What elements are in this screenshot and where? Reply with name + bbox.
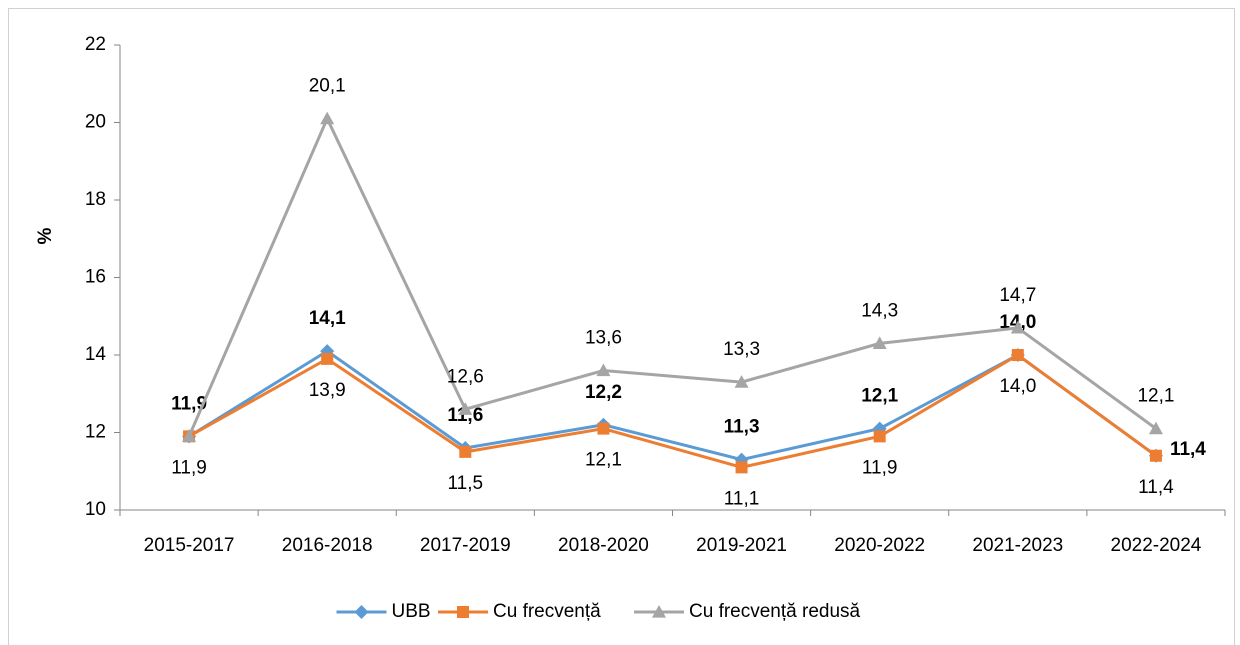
data-label: 12,1 [1137,386,1174,407]
series-line [188,353,1157,469]
data-label: 11,6 [447,405,483,426]
data-label: 12,1 [861,386,898,407]
x-tick-label: 2019-2021 [696,535,787,556]
x-tick-label: 2020-2022 [834,535,925,556]
data-label: 11,5 [448,473,484,494]
data-label: 11,9 [171,457,207,478]
data-label: 11,1 [724,488,760,509]
x-tick-label: 2022-2024 [1111,535,1202,556]
x-tick-label: 2017-2019 [420,535,511,556]
x-tick-label: 2016-2018 [282,535,373,556]
series-line [188,349,1157,462]
y-tick-label: 10 [85,499,106,520]
point [321,352,334,365]
y-tick-label: 20 [85,112,106,133]
point [873,430,886,443]
data-label: 12,2 [585,382,622,403]
data-label: 11,4 [1170,439,1206,460]
y-tick-label: 14 [85,344,107,365]
point [182,429,197,442]
point [459,445,472,458]
x-tick-label: 2021-2023 [972,535,1063,556]
legend-label: Cu frecvență redusă [689,601,861,622]
point [652,605,666,618]
y-tick-label: 16 [85,267,106,288]
data-label: 14,7 [999,285,1036,306]
point [734,375,749,388]
point [1010,320,1025,334]
point [597,422,610,435]
data-label: 13,9 [309,380,346,401]
y-tick-label: 22 [85,34,106,55]
data-label: 13,3 [723,339,760,360]
x-tick-label: 2018-2020 [558,535,649,556]
data-label: 12,6 [447,366,484,387]
point [457,606,469,618]
y-axis-label: % [35,227,56,244]
point [458,402,473,415]
y-tick-label: 18 [85,189,106,210]
point [872,336,887,349]
point [596,363,611,377]
data-label: 14,0 [999,376,1036,397]
data-label: 20,1 [309,76,346,97]
data-label: 14,1 [309,308,346,329]
point [320,111,335,125]
data-label: 11,3 [724,417,760,438]
y-tick-label: 12 [85,422,106,443]
data-label: 11,9 [171,393,207,414]
point [735,461,748,474]
data-label: 14,3 [861,300,898,321]
chart-border [8,8,1235,645]
data-label: 12,1 [585,450,622,471]
point [1148,421,1163,435]
series-line [187,115,1157,437]
data-label: 13,6 [585,328,622,349]
point [1149,449,1162,462]
x-tick-label: 2015-2017 [144,535,235,556]
legend-label: UBB [392,601,431,622]
data-label: 11,9 [862,457,898,478]
point [354,605,369,619]
point [1011,349,1024,361]
legend-label: Cu frecvență [493,601,601,622]
data-label: 11,4 [1138,477,1174,498]
